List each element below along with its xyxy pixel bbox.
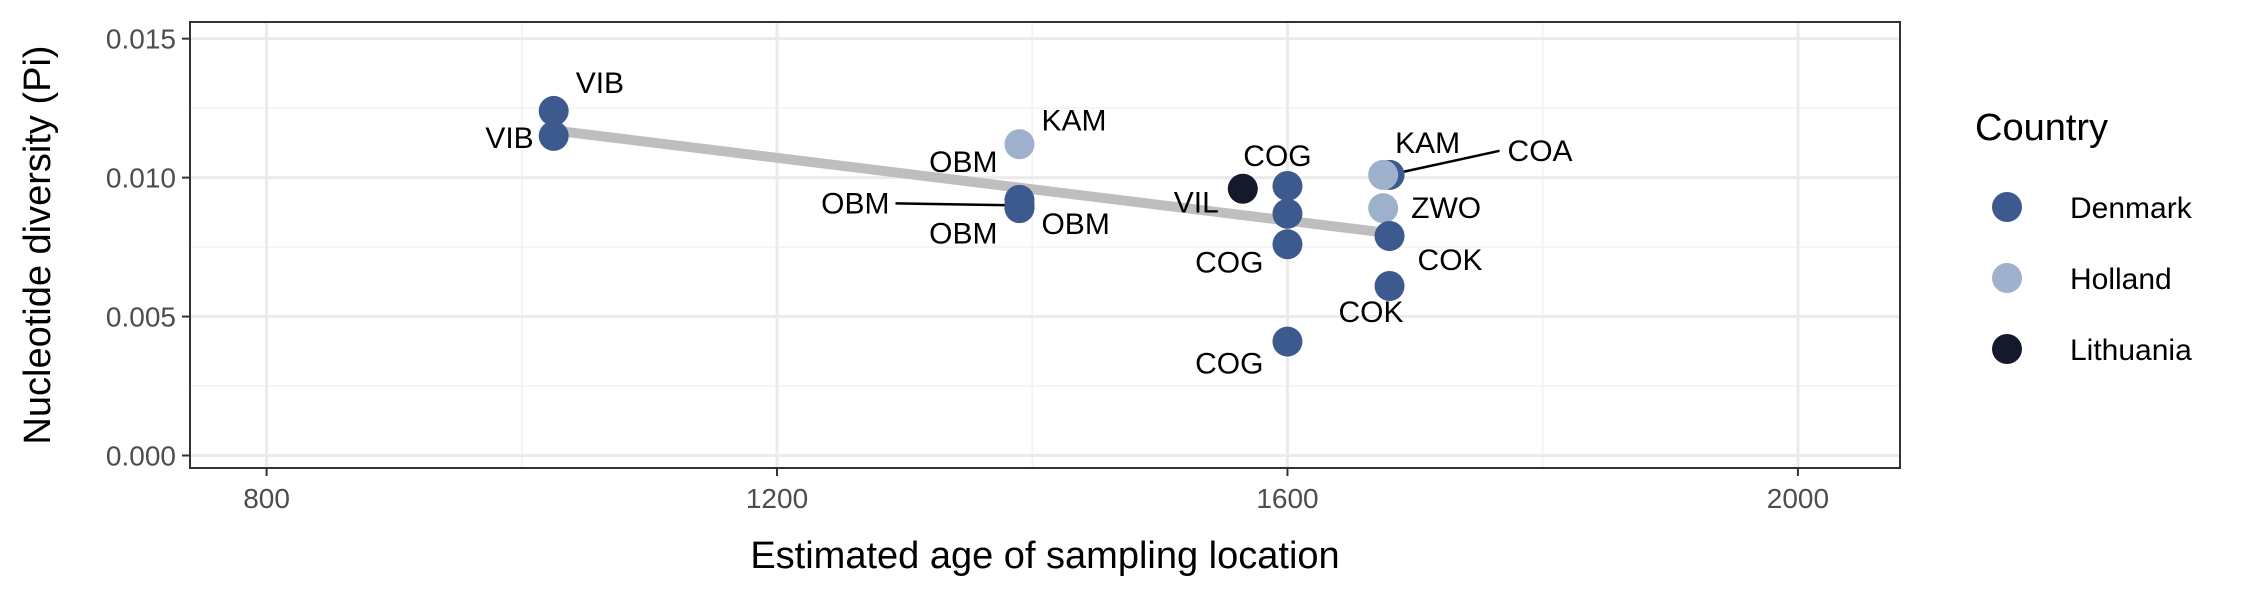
legend-key (1992, 334, 2022, 364)
data-point (1368, 193, 1399, 224)
legend-entries: Denmark Holland Lithuania (1992, 192, 2193, 367)
point-label: VIB (576, 67, 624, 100)
data-points (538, 95, 1405, 357)
y-tick-label: 0.000 (106, 440, 176, 471)
x-tick-label: 1200 (746, 483, 808, 514)
point-label: COK (1339, 296, 1404, 329)
legend-label: Denmark (2070, 192, 2193, 225)
legend-key (1992, 263, 2022, 293)
point-labels: VIB VIB KAM OBM OBM OBM OBM VIL COG COG COG COA KAM Z… (485, 67, 1572, 381)
plot-panel (190, 22, 1900, 468)
y-tick-label: 0.010 (106, 163, 176, 194)
legend-key (1992, 192, 2022, 222)
data-point (538, 95, 569, 126)
x-tick-label: 2000 (1767, 483, 1829, 514)
x-tick-label: 800 (243, 483, 290, 514)
x-tick-label: 1600 (1256, 483, 1318, 514)
label-leader-line (1389, 149, 1500, 177)
point-label: COA (1508, 135, 1573, 168)
label-leaders (895, 149, 1500, 207)
legend: Country Denmark Holland Lithuania (1975, 107, 2193, 367)
panel-frame (189, 21, 1901, 469)
data-point (538, 120, 569, 151)
data-point (1374, 220, 1405, 251)
point-label: OBM (929, 217, 997, 250)
data-point (1004, 193, 1035, 224)
point-label: VIB (485, 122, 533, 155)
grid-lines (190, 22, 1900, 468)
data-point (1272, 170, 1303, 201)
label-leader-line (895, 202, 1020, 207)
legend-label: Holland (2070, 263, 2172, 296)
point-label: KAM (1395, 127, 1460, 160)
point-label: VIL (1174, 187, 1219, 220)
point-label: COG (1195, 348, 1263, 381)
point-label: KAM (1041, 104, 1106, 137)
y-tick-label: 0.005 (106, 302, 176, 333)
panel-background (190, 22, 1900, 468)
data-point (1374, 270, 1405, 301)
x-axis-title: Estimated age of sampling location (750, 535, 1339, 577)
point-label: ZWO (1411, 192, 1481, 225)
trend-line-group (553, 125, 1391, 239)
point-label: COG (1195, 246, 1263, 279)
data-point (1227, 173, 1258, 204)
legend-label: Lithuania (2070, 334, 2192, 367)
panel-border (189, 21, 1901, 469)
point-label: OBM (1041, 208, 1109, 241)
point-label: OBM (929, 146, 997, 179)
data-point (1004, 129, 1035, 160)
legend-title: Country (1975, 107, 2108, 149)
data-point (1272, 198, 1303, 229)
point-label: OBM (821, 187, 889, 220)
axis-ticks: 800 1200 1600 2000 0.000 0.005 0.010 0.015 (106, 24, 1829, 514)
y-axis-title: Nucleotide diversity (Pi) (17, 45, 59, 444)
point-label: COG (1243, 140, 1311, 173)
trend-line (553, 125, 1391, 239)
data-point (1272, 326, 1303, 357)
y-tick-label: 0.015 (106, 24, 176, 55)
data-point (1272, 229, 1303, 260)
data-point (1368, 159, 1399, 190)
point-label: COK (1418, 244, 1483, 277)
